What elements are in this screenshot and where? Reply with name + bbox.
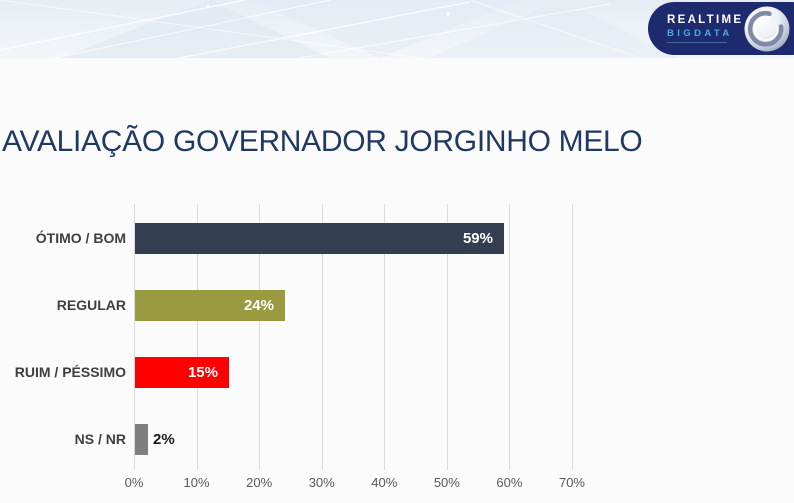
logo-wordmark: REALTIME BIGDATA [667, 13, 744, 43]
gridline-40% [384, 204, 386, 470]
gridline-10% [196, 204, 198, 470]
category-label-otimo-bom: ÓTIMO / BOM [35, 230, 126, 246]
value-label-ns-nr: 2% [153, 431, 175, 448]
x-axis-tick-50%: 50% [433, 475, 460, 490]
x-axis-tick-30%: 30% [308, 475, 335, 490]
page-title: AVALIAÇÃO GOVERNADOR JORGINHO MELO [2, 125, 643, 159]
x-axis-tick-60%: 60% [496, 475, 523, 490]
category-label-ruim-pessimo: RUIM / PÉSSIMO [14, 364, 126, 380]
value-label-otimo-bom: 59% [462, 230, 493, 247]
gridline-30% [321, 204, 323, 470]
x-axis-tick-70%: 70% [558, 475, 585, 490]
logo-realtime-text: REALTIME [667, 13, 744, 26]
value-label-ruim-pessimo: 15% [187, 364, 218, 381]
bar-regular: 24% [135, 290, 285, 321]
realtime-bigdata-logo: REALTIME BIGDATA [648, 2, 794, 55]
gridline-70% [571, 204, 573, 470]
gridline-60% [509, 204, 511, 470]
record-globe-icon [744, 6, 790, 52]
logo-tagline-rule [667, 41, 727, 43]
category-label-regular: REGULAR [56, 297, 126, 313]
value-label-regular: 24% [243, 297, 274, 314]
bar-otimo-bom: 59% [135, 223, 504, 254]
gridline-50% [446, 204, 448, 470]
category-label-ns-nr: NS / NR [74, 431, 126, 447]
logo-bigdata-text: BIGDATA [667, 28, 733, 39]
gridline-0% [134, 204, 135, 470]
bar-ns-nr [135, 424, 148, 455]
bar-ruim-pessimo: 15% [135, 357, 229, 388]
gridline-20% [259, 204, 261, 470]
x-axis-tick-10%: 10% [183, 475, 210, 490]
x-axis-tick-20%: 20% [246, 475, 273, 490]
x-axis-tick-40%: 40% [371, 475, 398, 490]
x-axis-tick-0%: 0% [124, 475, 144, 490]
